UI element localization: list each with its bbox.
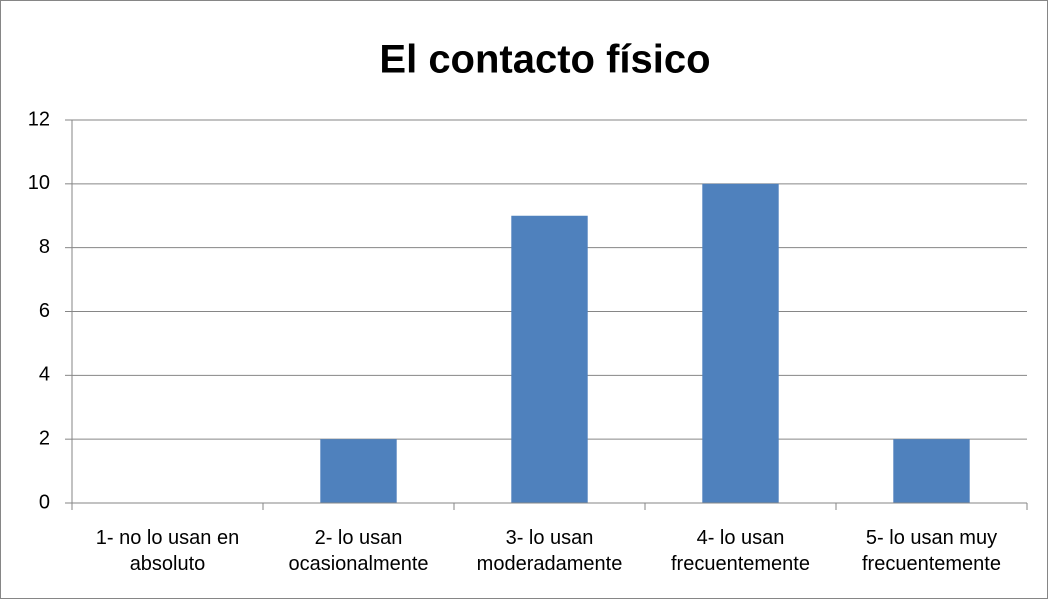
x-tick-label: 2- lo usan ocasionalmente: [288, 527, 429, 575]
bar: [511, 215, 588, 503]
chart-title: El contacto físico: [379, 38, 710, 82]
x-tick-label: 5- lo usan muy frecuentemente: [862, 527, 1001, 575]
x-tick-label: 3- lo usan moderadamente: [476, 527, 623, 575]
bar: [320, 439, 397, 503]
bar: [893, 439, 970, 503]
y-tick-label: 0: [39, 491, 50, 513]
y-tick-label: 4: [39, 364, 50, 386]
y-tick-label: 6: [39, 300, 50, 322]
bar: [702, 183, 779, 504]
x-tick-label: 4- lo usan frecuentemente: [671, 527, 810, 575]
y-tick-label: 8: [39, 236, 50, 258]
y-tick-label: 10: [28, 172, 50, 194]
y-tick-label: 12: [28, 108, 50, 130]
x-tick-label: 1- no lo usan en absoluto: [95, 527, 240, 575]
y-tick-label: 2: [39, 427, 50, 449]
